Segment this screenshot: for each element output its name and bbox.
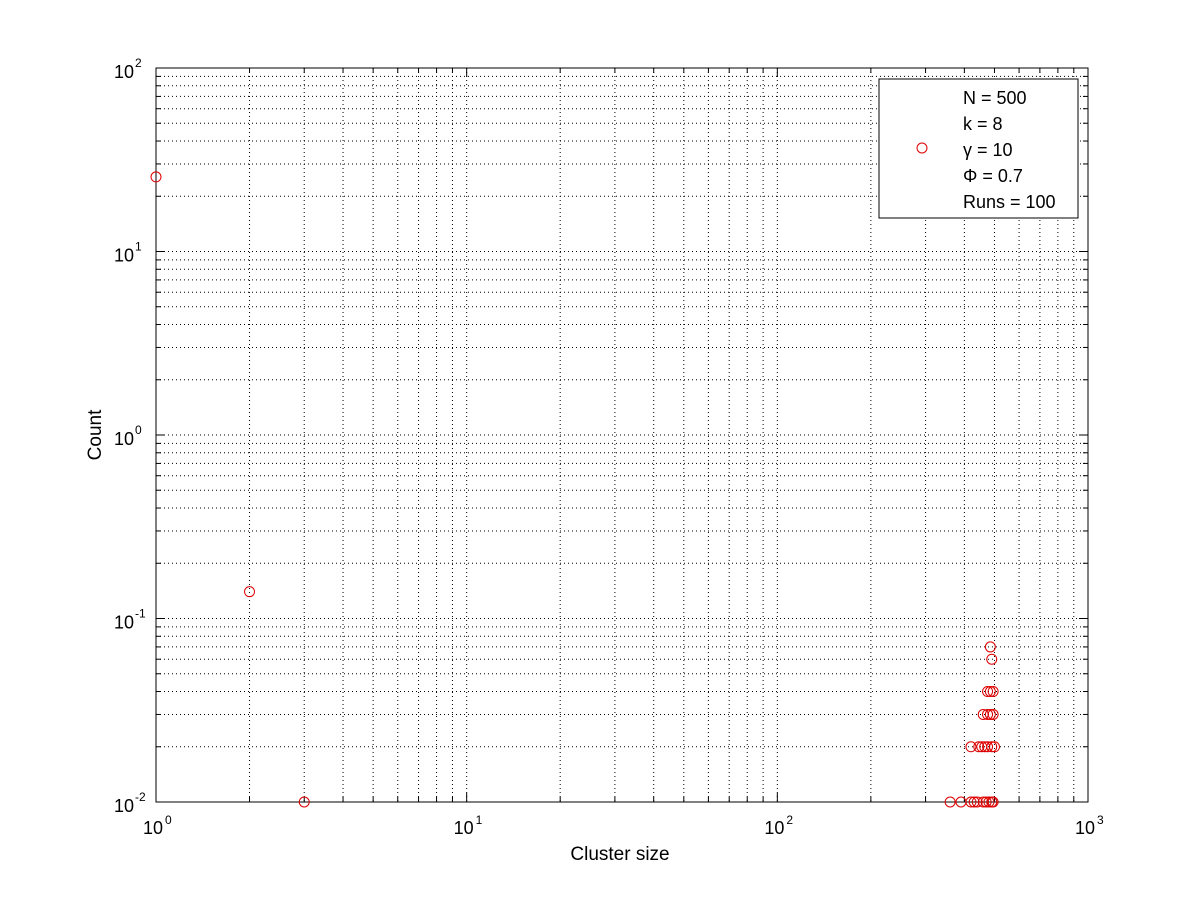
x-tick-exponent: 0 bbox=[165, 813, 172, 827]
y-tick-label: 10 bbox=[114, 429, 134, 449]
y-axis-label: Count bbox=[85, 409, 106, 460]
legend-entry-gamma: γ = 10 bbox=[963, 140, 1013, 160]
data-point bbox=[986, 741, 998, 753]
x-tick-exponent: 3 bbox=[1097, 813, 1104, 827]
legend-entry-k: k = 8 bbox=[963, 114, 1003, 134]
data-point bbox=[983, 796, 995, 808]
data-point bbox=[988, 741, 1000, 753]
data-point bbox=[965, 741, 977, 753]
y-tick-exponent: 1 bbox=[135, 240, 142, 254]
data-point bbox=[965, 796, 977, 808]
y-tick-exponent: -2 bbox=[135, 790, 146, 804]
legend-entry-phi: Φ = 0.7 bbox=[963, 166, 1023, 186]
data-point bbox=[944, 796, 956, 808]
x-tick-label: 10 bbox=[764, 818, 784, 838]
legend-entry-n: N = 500 bbox=[963, 88, 1027, 108]
data-point bbox=[973, 741, 985, 753]
x-tick-label: 10 bbox=[143, 818, 163, 838]
axis-ticks bbox=[156, 68, 1088, 802]
data-point bbox=[980, 796, 992, 808]
data-points bbox=[150, 171, 1000, 808]
y-tick-exponent: -1 bbox=[135, 607, 146, 621]
y-tick-label: 10 bbox=[114, 62, 134, 82]
data-point bbox=[982, 686, 994, 698]
data-point bbox=[986, 653, 998, 665]
data-point bbox=[968, 796, 980, 808]
x-tick-labels: 10 0 10 1 10 2 10 3 bbox=[143, 813, 1104, 838]
x-tick-exponent: 2 bbox=[786, 813, 793, 827]
data-point bbox=[987, 708, 999, 720]
data-point bbox=[987, 686, 999, 698]
data-point bbox=[982, 708, 994, 720]
x-tick-label: 10 bbox=[1075, 818, 1095, 838]
data-point bbox=[984, 686, 996, 698]
data-point bbox=[150, 171, 162, 183]
legend-box bbox=[878, 78, 1079, 219]
data-point bbox=[984, 708, 996, 720]
legend-marker bbox=[916, 142, 928, 154]
plot-frame bbox=[155, 67, 1089, 803]
legend-entry-runs: Runs = 100 bbox=[963, 192, 1056, 212]
y-tick-exponent: 2 bbox=[135, 56, 142, 70]
data-point bbox=[971, 796, 983, 808]
y-tick-label: 10 bbox=[114, 246, 134, 266]
data-point bbox=[244, 586, 256, 598]
x-axis-label: Cluster size bbox=[570, 844, 669, 865]
x-tick-exponent: 1 bbox=[476, 813, 483, 827]
data-point bbox=[984, 641, 996, 653]
x-tick-label: 10 bbox=[454, 818, 474, 838]
data-point bbox=[987, 796, 999, 808]
y-tick-exponent: 0 bbox=[135, 423, 142, 437]
y-tick-label: 10 bbox=[114, 796, 134, 816]
legend: N = 500 k = 8 γ = 10 Φ = 0.7 Runs = 100 bbox=[878, 78, 1079, 219]
data-point bbox=[982, 741, 994, 753]
data-point bbox=[298, 796, 310, 808]
y-tick-label: 10 bbox=[114, 613, 134, 633]
